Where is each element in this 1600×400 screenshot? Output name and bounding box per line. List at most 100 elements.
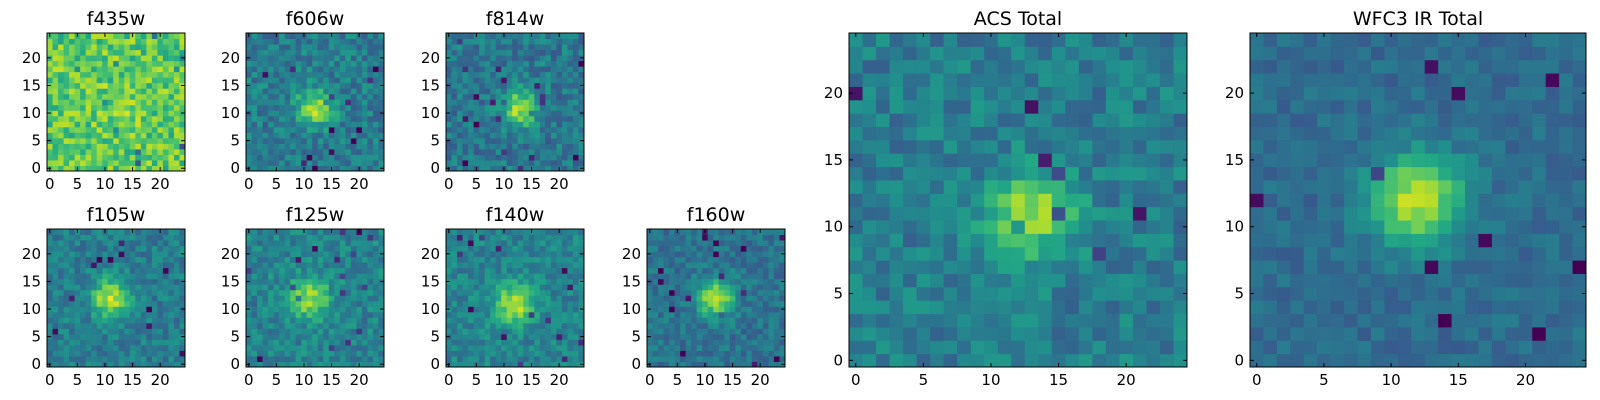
heatmap-cell <box>69 154 76 161</box>
heatmap-cell <box>663 284 670 291</box>
heatmap-cell <box>539 49 546 56</box>
heatmap-cell <box>768 328 775 335</box>
heatmap-cell <box>91 350 98 357</box>
heatmap-cell <box>361 311 368 318</box>
heatmap-cell <box>997 300 1012 315</box>
heatmap-cell <box>129 333 136 340</box>
heatmap-cell <box>284 361 291 368</box>
heatmap-cell <box>268 93 275 100</box>
heatmap-cell <box>157 262 164 269</box>
heatmap-cell <box>135 38 142 45</box>
heatmap-cell <box>69 350 76 357</box>
heatmap-cell <box>957 179 972 194</box>
heatmap-cell <box>323 300 330 307</box>
heatmap-cell <box>889 179 904 194</box>
heatmap-cell <box>1119 260 1134 274</box>
heatmap-cell <box>479 115 486 122</box>
heatmap-cell <box>534 328 541 335</box>
heatmap-cell <box>473 311 480 318</box>
heatmap-cell <box>724 267 731 274</box>
x-tick-label: 10 <box>494 175 513 193</box>
heatmap-cell <box>262 55 269 62</box>
heatmap-cell <box>528 328 535 335</box>
heatmap-cell <box>135 317 142 324</box>
heatmap-cell <box>257 77 264 84</box>
heatmap-cell <box>506 350 513 357</box>
heatmap-cell <box>490 126 497 133</box>
heatmap-cell <box>751 306 758 313</box>
heatmap-cell <box>561 317 568 324</box>
heatmap-cell <box>1011 300 1026 315</box>
heatmap-cell <box>80 289 87 296</box>
heatmap-cell <box>80 132 87 139</box>
heatmap-cell <box>345 110 352 117</box>
heatmap-cell <box>179 77 186 84</box>
heatmap-cell <box>339 306 346 313</box>
heatmap-cell <box>102 256 109 263</box>
heatmap-cell <box>162 262 169 269</box>
heatmap-cell <box>284 104 291 111</box>
heatmap-cell <box>328 71 335 78</box>
heatmap-cell <box>140 339 147 346</box>
heatmap-cell <box>713 234 720 241</box>
heatmap-cell <box>356 88 363 95</box>
heatmap-cell <box>262 82 269 89</box>
heatmap-cell <box>523 110 530 117</box>
heatmap-cell <box>718 311 725 318</box>
heatmap-cell <box>345 350 352 357</box>
heatmap-cell <box>512 33 519 40</box>
heatmap-cell <box>740 333 747 340</box>
heatmap-cell <box>350 234 357 241</box>
heatmap-cell <box>556 88 563 95</box>
heatmap-cell <box>268 262 275 269</box>
heatmap-cell <box>567 143 574 150</box>
heatmap-cell <box>1078 353 1093 368</box>
heatmap-cell <box>367 115 374 122</box>
heatmap-cell <box>567 256 574 263</box>
heatmap-cell <box>484 33 491 40</box>
heatmap-cell <box>729 262 736 269</box>
heatmap-cell <box>312 361 319 368</box>
y-tick-label: 20 <box>22 49 41 67</box>
heatmap-cell <box>757 267 764 274</box>
heatmap-cell <box>63 344 70 351</box>
heatmap-cell <box>91 44 98 51</box>
heatmap-cell <box>85 104 92 111</box>
heatmap-cell <box>173 350 180 357</box>
heatmap-cell <box>124 93 131 100</box>
heatmap-cell <box>301 278 308 285</box>
heatmap-cell <box>85 49 92 56</box>
heatmap-cell <box>718 251 725 258</box>
heatmap-cell <box>495 328 502 335</box>
heatmap-cell <box>490 148 497 155</box>
heatmap-cell <box>328 148 335 155</box>
heatmap-cell <box>512 49 519 56</box>
heatmap-cell <box>118 234 125 241</box>
heatmap-cell <box>58 154 65 161</box>
heatmap-cell <box>107 77 114 84</box>
heatmap-cell <box>506 339 513 346</box>
heatmap-cell <box>691 344 698 351</box>
heatmap-cell <box>751 344 758 351</box>
heatmap-cell <box>179 66 186 73</box>
heatmap-cell <box>301 322 308 329</box>
heatmap-cell <box>295 66 302 73</box>
heatmap-cell <box>85 322 92 329</box>
heatmap-cell <box>1173 233 1188 248</box>
heatmap-cell <box>118 121 125 128</box>
heatmap-cell <box>246 38 253 45</box>
heatmap-cell <box>984 286 999 301</box>
heatmap-cell <box>984 326 999 341</box>
heatmap-cell <box>107 251 114 258</box>
heatmap-cell <box>151 317 158 324</box>
heatmap-cell <box>578 311 585 318</box>
heatmap-cell <box>334 229 341 236</box>
heatmap-cell <box>113 33 120 40</box>
heatmap-cell <box>284 121 291 128</box>
heatmap-cell <box>578 99 585 106</box>
heatmap-cell <box>146 132 153 139</box>
heatmap-cell <box>168 328 175 335</box>
heatmap-cell <box>301 143 308 150</box>
heatmap-cell <box>779 295 786 302</box>
